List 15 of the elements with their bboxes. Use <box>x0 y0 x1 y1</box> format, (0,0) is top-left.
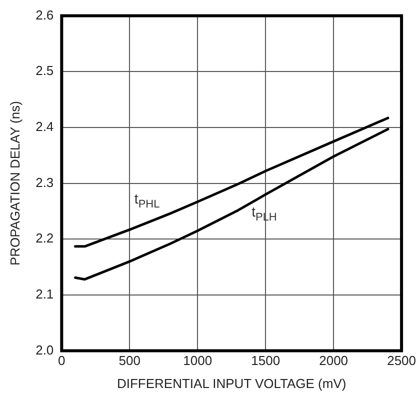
y-tick-label: 2.5 <box>36 63 54 78</box>
x-axis-title: DIFFERENTIAL INPUT VOLTAGE (mV) <box>116 376 346 391</box>
x-tick-label: 500 <box>118 353 140 368</box>
x-tick-label: 2000 <box>319 353 348 368</box>
y-tick-label: 2.0 <box>36 342 54 358</box>
y-tick-label: 2.3 <box>36 174 54 190</box>
x-tick-label: 2500 <box>387 353 416 368</box>
y-axis-title: PROPAGATION DELAY (ns) <box>7 101 22 266</box>
y-tick-label: 2.4 <box>36 119 54 134</box>
y-tick-label: 2.2 <box>36 230 54 246</box>
y-tick-label: 2.6 <box>36 7 54 22</box>
x-tick-label: 0 <box>58 353 66 368</box>
x-tick-label: 1500 <box>251 353 280 368</box>
x-tick-label: 1000 <box>183 353 212 368</box>
y-tick-label: 2.1 <box>36 286 54 302</box>
